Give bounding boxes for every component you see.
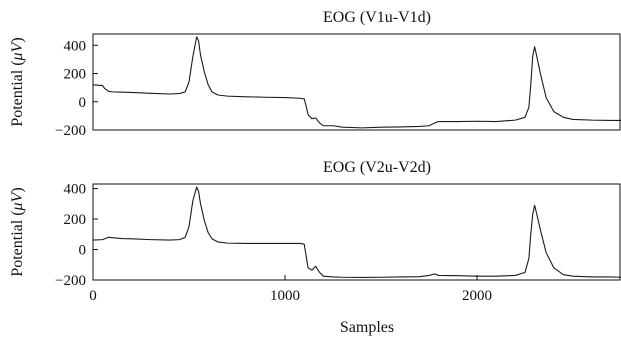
panel1-y-tick-label: 400: [64, 38, 87, 54]
panel1-title: EOG (V1u-V1d): [323, 9, 431, 26]
panel1-plot-frame: [92, 33, 621, 131]
panel1-y-axis-label-prefix: Potential (: [9, 60, 26, 126]
panel2-y-axis-label-prefix: Potential (: [9, 210, 26, 276]
panel2-plot-frame: [92, 183, 621, 281]
panel1-y-axis-label-suffix: ): [9, 37, 26, 42]
panel2-x-axis-label: Samples: [340, 319, 394, 336]
panel2-y-axis-label-unit: μV: [9, 190, 26, 211]
panel2-y-axis-label: Potential (μV): [9, 187, 26, 276]
panel1-y-tick-label: 200: [64, 67, 87, 83]
panel1-y-tick-label: −200: [55, 123, 86, 139]
panel2-y-tick-label: −200: [55, 273, 86, 289]
panel2-y-tick-label: 0: [79, 243, 87, 259]
panel2-y-tick-label: 400: [64, 182, 87, 198]
panel1-y-tick-label: 0: [79, 95, 87, 111]
panel2-x-tick-label: 0: [89, 288, 97, 304]
panel2-y-axis-label-suffix: ): [9, 187, 26, 192]
panel2-x-tick-label: 2000: [462, 288, 492, 304]
panel1-y-axis-label: Potential (μV): [9, 37, 26, 126]
panel1-group: EOG (V1u-V1d) Potential (μV) −200 0 200 400: [9, 9, 621, 139]
panel2-x-tick-label: 1000: [270, 288, 300, 304]
panel2-eog-trace: [92, 186, 621, 278]
panel2-y-tick-label: 200: [64, 212, 87, 228]
panel2-title: EOG (V2u-V2d): [323, 159, 431, 176]
panel1-eog-trace: [92, 36, 621, 129]
panel1-y-axis-label-unit: μV: [9, 40, 26, 61]
